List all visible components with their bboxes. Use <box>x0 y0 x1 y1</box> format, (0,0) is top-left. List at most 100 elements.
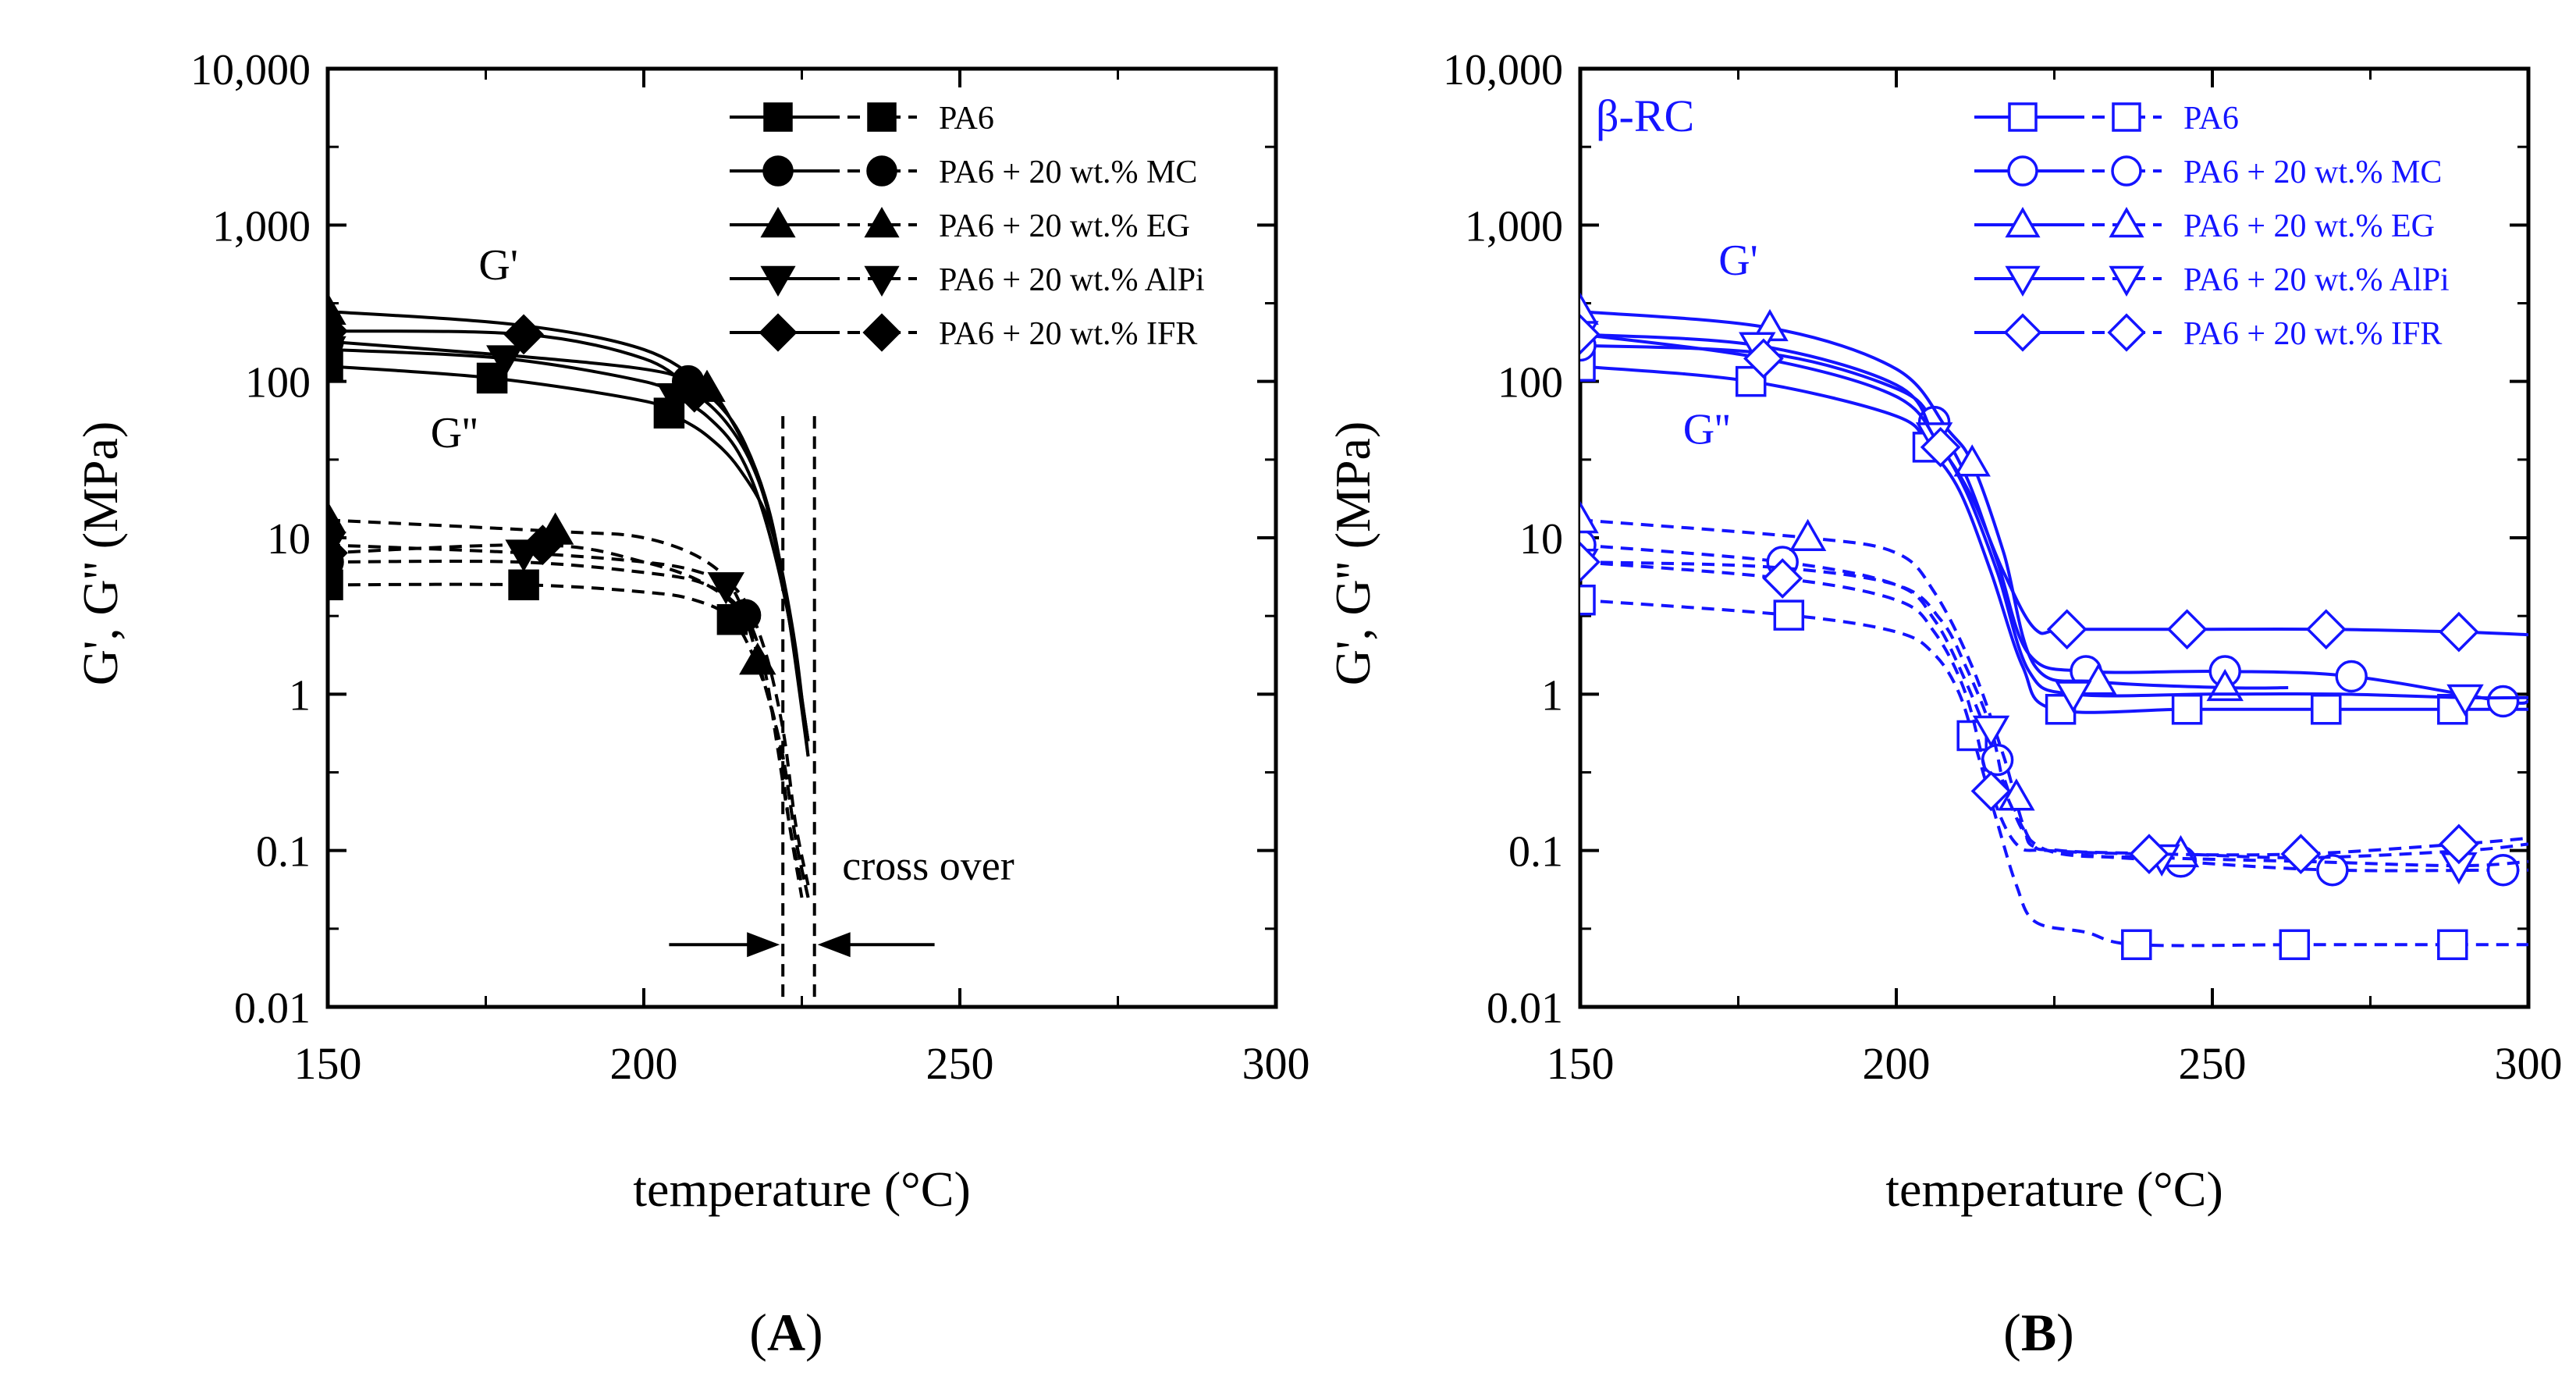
x-tick-label: 150 <box>294 1038 362 1089</box>
legend-marker <box>2112 102 2141 132</box>
legend-label: PA6 + 20 wt.% EG <box>2183 208 2435 244</box>
series-marker <box>1953 444 1991 477</box>
legend-marker <box>763 102 793 132</box>
legend-item: PA6 + 20 wt.% EG <box>730 206 1190 244</box>
series-marker <box>486 345 524 378</box>
legend-item: PA6 + 20 wt.% IFR <box>1974 313 2442 352</box>
series-marker <box>739 642 776 675</box>
series-marker <box>2121 929 2152 961</box>
series-marker <box>2166 609 2208 650</box>
series-marker <box>2316 853 2349 887</box>
series-marker <box>1580 584 1596 616</box>
y-tick-label: 0.1 <box>256 828 311 877</box>
series-marker <box>328 500 346 534</box>
series-line <box>328 310 810 757</box>
series-marker <box>2129 834 2169 875</box>
y-tick-label: 1,000 <box>1465 202 1563 251</box>
legend-label: PA6 + 20 wt.% MC <box>939 155 1197 190</box>
series-marker <box>1789 518 1827 552</box>
legend-item: PA6 + 20 wt.% AlPi <box>730 262 1205 298</box>
annotation-g-prime: G' <box>1718 237 1758 285</box>
series-marker <box>1580 314 1601 355</box>
legend-marker <box>2111 155 2142 187</box>
legend-marker <box>762 155 794 187</box>
legend-item: PA6 <box>1974 101 2239 137</box>
legend-marker <box>760 206 796 238</box>
annotation-g-double-prime: G'' <box>1683 405 1731 453</box>
legend-label: PA6 + 20 wt.% AlPi <box>2183 262 2450 298</box>
series-marker <box>2446 684 2484 717</box>
plot-area <box>1580 292 2528 961</box>
chart-panel-a: 0.01 0.1 1 10 100 1,000 10,000 150 200 250 300 temp… <box>73 46 1310 1362</box>
series-marker <box>1580 292 1599 325</box>
y-axis-label: G', G'' (MPa) <box>1325 421 1380 686</box>
legend-marker <box>760 265 796 297</box>
y-tick-label: 100 <box>245 359 311 407</box>
legend-item: PA6 <box>730 101 994 137</box>
legend-marker <box>867 102 897 132</box>
x-tick-label: 300 <box>1242 1038 1310 1089</box>
series-marker <box>1773 599 1805 631</box>
series-marker <box>1580 500 1599 534</box>
legend-item: PA6 + 20 wt.% MC <box>1974 155 2442 190</box>
annotation-g-prime: G' <box>478 241 518 290</box>
legend-item: PA6 + 20 wt.% AlPi <box>1974 262 2450 298</box>
series-marker <box>2486 685 2520 718</box>
legend-marker <box>2107 313 2146 352</box>
x-tick-label: 300 <box>2495 1038 2563 1089</box>
legend-label: PA6 + 20 wt.% AlPi <box>939 262 1205 298</box>
x-tick-label: 200 <box>1863 1038 1931 1089</box>
x-tick-label: 250 <box>926 1038 994 1089</box>
series-marker <box>508 569 539 601</box>
legend-label: PA6 + 20 wt.% EG <box>939 208 1190 244</box>
legend-marker <box>862 313 901 352</box>
legend-item: PA6 + 20 wt.% IFR <box>730 313 1197 352</box>
series-marker <box>2486 853 2520 887</box>
series-marker <box>2335 660 2368 693</box>
legend-label: PA6 <box>2183 101 2239 137</box>
series-marker <box>328 569 343 601</box>
y-tick-label: 10 <box>1519 515 1563 564</box>
series-line <box>1580 560 2528 857</box>
y-tick-label: 100 <box>1498 359 1563 407</box>
series-marker <box>673 372 715 413</box>
y-tick-label: 10,000 <box>190 46 311 94</box>
series-line <box>1580 310 2289 690</box>
legend-label: PA6 + 20 wt.% IFR <box>2183 316 2442 352</box>
series-line <box>1580 333 2528 700</box>
series-marker <box>2439 611 2479 653</box>
series-marker <box>328 311 348 351</box>
legend-marker <box>2008 102 2038 132</box>
series-marker <box>2305 609 2347 650</box>
series-marker <box>2080 663 2117 695</box>
series-line <box>1580 333 2528 637</box>
y-tick-label: 0.01 <box>234 984 311 1033</box>
series-marker <box>2280 834 2322 875</box>
x-tick-label: 200 <box>610 1038 678 1089</box>
legend-marker <box>759 313 798 352</box>
legend-marker <box>864 206 900 238</box>
crossover-label: cross over <box>842 842 1014 889</box>
series-marker <box>707 572 745 605</box>
x-axis-label: temperature (°C) <box>633 1161 971 1217</box>
panel-label-a: (A) <box>749 1303 823 1362</box>
series-line <box>1580 518 2528 859</box>
series-line <box>1580 598 2528 948</box>
series-marker <box>1970 770 2012 812</box>
legend-marker <box>864 265 900 297</box>
series-line <box>1580 560 2528 868</box>
series-marker <box>2055 681 2092 713</box>
legend-marker <box>2003 313 2042 352</box>
legend-item: PA6 + 20 wt.% EG <box>1974 206 2435 244</box>
y-axis-label: G', G'' (MPa) <box>73 421 128 686</box>
x-tick-label: 250 <box>2179 1038 2247 1089</box>
legend-label: PA6 + 20 wt.% IFR <box>939 316 1197 352</box>
crossover-arrow-head <box>747 932 780 958</box>
y-tick-label: 0.1 <box>1508 828 1563 877</box>
legend-marker <box>866 155 897 187</box>
series-line <box>328 365 810 742</box>
series-marker <box>2439 823 2479 865</box>
series-line <box>328 347 810 742</box>
legend: PA6 PA6 + 20 wt.% MC PA6 + 20 wt.% EG PA6 +… <box>730 101 1205 352</box>
y-tick-label: 1 <box>1541 671 1563 720</box>
